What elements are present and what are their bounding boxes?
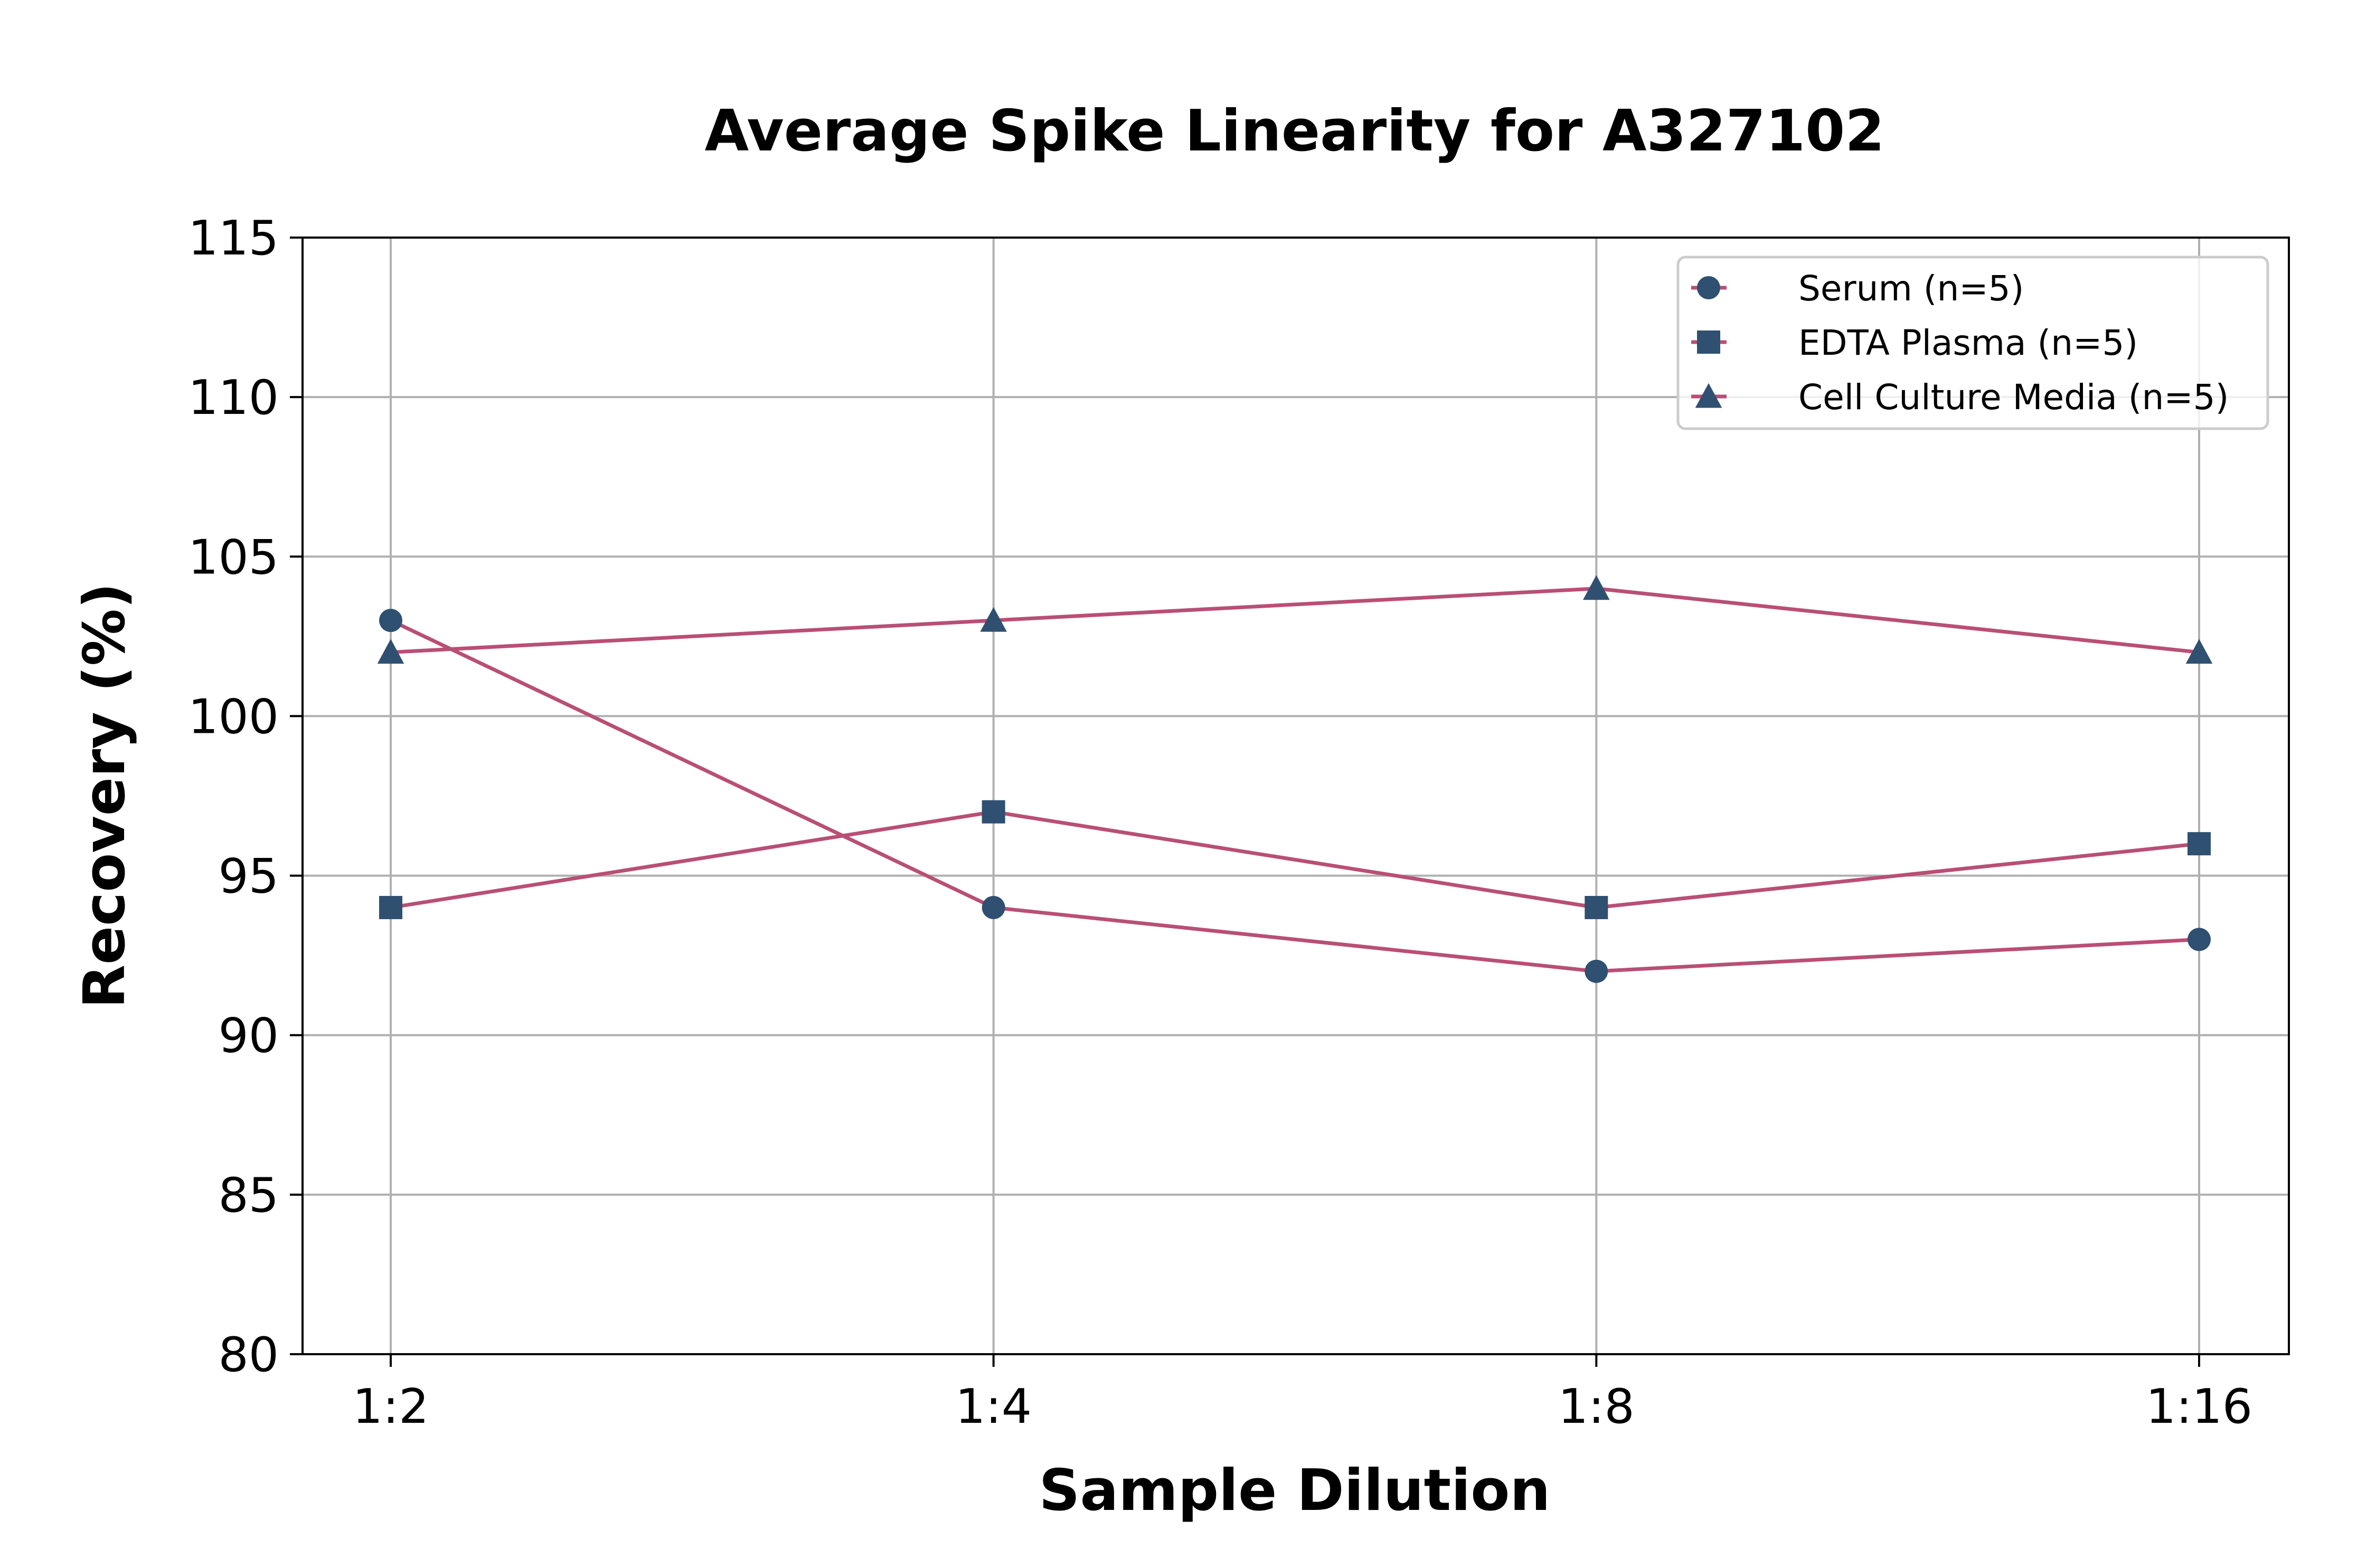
data-point-triangle: [1583, 575, 1610, 600]
series-group: [377, 575, 2213, 983]
data-point-square: [982, 800, 1005, 824]
data-point-square: [379, 896, 402, 919]
data-point-circle: [1585, 959, 1608, 983]
x-tick-label: 1:16: [2146, 1379, 2252, 1434]
x-tick-label: 1:2: [353, 1379, 429, 1434]
legend-label: Serum (n=5): [1798, 268, 2024, 309]
legend-marker-circle-icon: [1697, 276, 1720, 299]
data-point-triangle: [980, 607, 1007, 632]
y-tick-label: 85: [218, 1168, 279, 1223]
legend-box: [1676, 256, 2269, 430]
data-point-square: [1585, 896, 1608, 919]
data-point-circle: [982, 896, 1005, 919]
series-line: [390, 618, 2200, 974]
y-tick-label: 90: [218, 1008, 279, 1064]
series-circle: [379, 609, 2211, 983]
data-point-circle: [2188, 928, 2211, 951]
y-tick-label: 115: [188, 211, 279, 266]
legend-label: EDTA Plasma (n=5): [1798, 323, 2138, 363]
x-axis: 1:2 1:4 1:8 1:16: [353, 1354, 2252, 1434]
series-square: [379, 800, 2211, 919]
data-point-triangle: [377, 639, 404, 664]
x-tick-label: 1:8: [1558, 1379, 1635, 1434]
y-axis: 80 85 90 95 100 105 110 115: [188, 211, 303, 1383]
legend-marker-triangle-icon: [1695, 383, 1722, 408]
x-tick-label: 1:4: [955, 1379, 1032, 1434]
chart-title: Average Spike Linearity for A327102: [705, 98, 1885, 164]
legend-item: Serum (n=5): [1691, 268, 2024, 309]
data-point-triangle: [2185, 639, 2213, 664]
y-tick-label: 100: [188, 689, 279, 744]
y-axis-label: Recovery (%): [72, 583, 138, 1008]
series-triangle: [377, 575, 2213, 664]
y-tick-label: 95: [218, 849, 279, 904]
legend-item: EDTA Plasma (n=5): [1691, 323, 2138, 363]
series-line: [390, 587, 2200, 655]
y-tick-label: 105: [188, 530, 279, 585]
y-tick-label: 80: [218, 1327, 279, 1383]
data-point-square: [2188, 832, 2211, 856]
legend: Serum (n=5) EDTA Plasma (n=5) Cell Culture…: [1676, 256, 2269, 430]
series-line: [390, 810, 2200, 910]
legend-label: Cell Culture Media (n=5): [1798, 377, 2229, 418]
y-tick-label: 110: [188, 370, 279, 426]
legend-item: Cell Culture Media (n=5): [1691, 377, 2229, 418]
legend-marker-square-icon: [1697, 330, 1720, 354]
data-point-circle: [379, 609, 402, 632]
x-axis-label: Sample Dilution: [1039, 1458, 1551, 1524]
plot-frame: [301, 237, 2290, 1355]
